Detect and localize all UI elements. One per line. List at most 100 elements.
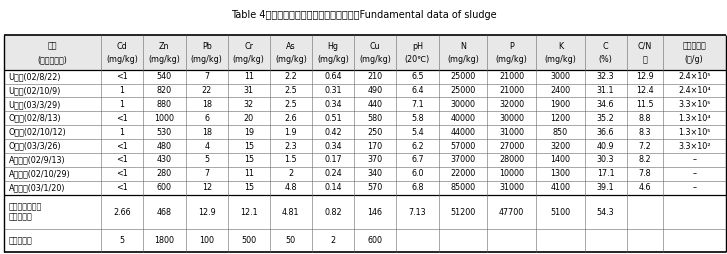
Text: 0.34: 0.34: [324, 141, 342, 151]
Text: 280: 280: [157, 169, 172, 178]
Text: 600: 600: [367, 236, 382, 245]
Text: 35.2: 35.2: [597, 114, 614, 123]
Text: 36.6: 36.6: [597, 128, 614, 137]
Text: 12.4: 12.4: [636, 86, 654, 95]
Text: –: –: [692, 183, 696, 192]
Text: 1: 1: [119, 100, 124, 109]
Text: 比: 比: [643, 55, 647, 65]
Text: 0.14: 0.14: [324, 183, 342, 192]
Text: As: As: [286, 42, 296, 51]
Text: 57000: 57000: [451, 141, 475, 151]
Text: <1: <1: [116, 114, 128, 123]
Text: 540: 540: [157, 72, 172, 81]
Text: (mg/kg): (mg/kg): [233, 55, 265, 65]
Text: Pb: Pb: [202, 42, 212, 51]
Text: 12.9: 12.9: [636, 72, 654, 81]
Text: (mg/kg): (mg/kg): [148, 55, 180, 65]
Text: <1: <1: [116, 155, 128, 165]
Text: 1200: 1200: [550, 114, 571, 123]
Text: 500: 500: [241, 236, 257, 245]
Text: 12.9: 12.9: [198, 208, 216, 217]
Text: 430: 430: [157, 155, 172, 165]
Text: 39.1: 39.1: [597, 183, 614, 192]
Text: 25000: 25000: [451, 72, 475, 81]
Text: 480: 480: [157, 141, 172, 151]
Text: (mg/kg): (mg/kg): [317, 55, 349, 65]
Text: Hg: Hg: [327, 42, 338, 51]
Text: 6.2: 6.2: [411, 141, 424, 151]
Text: O施設(02/10/12): O施設(02/10/12): [9, 128, 66, 137]
Text: 19: 19: [244, 128, 254, 137]
Text: 15: 15: [244, 141, 254, 151]
Text: 2.66: 2.66: [113, 208, 131, 217]
Text: 31: 31: [244, 86, 254, 95]
Text: 5.8: 5.8: [411, 114, 424, 123]
Text: 22: 22: [201, 86, 212, 95]
Text: <1: <1: [116, 183, 128, 192]
Text: 250: 250: [367, 128, 382, 137]
Text: 32: 32: [244, 100, 254, 109]
Text: 490: 490: [367, 86, 382, 95]
Text: A施設　(03/1/20): A施設 (03/1/20): [9, 183, 65, 192]
Text: 570: 570: [367, 183, 382, 192]
Text: 施設: 施設: [47, 42, 57, 51]
Text: 4.81: 4.81: [282, 208, 300, 217]
Text: (個/g): (個/g): [685, 55, 704, 65]
Text: 11.5: 11.5: [636, 100, 654, 109]
Text: Table 4　実験に用いた汚泥の基礎データ　Fundamental data of sludge: Table 4 実験に用いた汚泥の基礎データ Fundamental data …: [230, 10, 497, 20]
Text: 18: 18: [202, 100, 212, 109]
Text: 100: 100: [199, 236, 214, 245]
Text: Cu: Cu: [369, 42, 380, 51]
Text: 5.4: 5.4: [411, 128, 424, 137]
Text: <1: <1: [116, 72, 128, 81]
Text: 1.3×10⁴: 1.3×10⁴: [678, 114, 710, 123]
Text: U施設(03/3/29): U施設(03/3/29): [9, 100, 61, 109]
Text: 1.3×10⁵: 1.3×10⁵: [678, 128, 710, 137]
Text: 340: 340: [367, 169, 382, 178]
Text: 28000: 28000: [499, 155, 524, 165]
Text: 440: 440: [367, 100, 382, 109]
Text: 4: 4: [204, 141, 209, 151]
Text: U施設(02/10/9): U施設(02/10/9): [9, 86, 61, 95]
Text: pH: pH: [411, 42, 423, 51]
Text: 600: 600: [157, 183, 172, 192]
Text: (%): (%): [599, 55, 613, 65]
Text: 2.3: 2.3: [284, 141, 297, 151]
Text: 27000: 27000: [499, 141, 524, 151]
Text: 4100: 4100: [550, 183, 570, 192]
Text: 2.2: 2.2: [284, 72, 297, 81]
Text: 44000: 44000: [451, 128, 475, 137]
Text: 2.4×10⁵: 2.4×10⁵: [678, 72, 710, 81]
Text: 12: 12: [201, 183, 212, 192]
Text: 18: 18: [202, 128, 212, 137]
Text: 1400: 1400: [550, 155, 570, 165]
Text: 0.64: 0.64: [324, 72, 342, 81]
Text: 32000: 32000: [499, 100, 524, 109]
Text: 6.8: 6.8: [411, 183, 424, 192]
Text: 0.82: 0.82: [324, 208, 342, 217]
Text: 下水処理汚泥の
全国平均値: 下水処理汚泥の 全国平均値: [9, 202, 41, 222]
Text: 20: 20: [244, 114, 254, 123]
Text: 8.3: 8.3: [638, 128, 651, 137]
Text: 30000: 30000: [451, 100, 475, 109]
Text: (mg/kg): (mg/kg): [191, 55, 222, 65]
Text: 1800: 1800: [154, 236, 174, 245]
Text: 31000: 31000: [499, 128, 524, 137]
Text: 40.9: 40.9: [597, 141, 614, 151]
Text: 10000: 10000: [499, 169, 524, 178]
Text: 1900: 1900: [550, 100, 571, 109]
Text: 4.8: 4.8: [284, 183, 297, 192]
Text: 8.2: 8.2: [638, 155, 651, 165]
Text: C: C: [603, 42, 608, 51]
Text: 22000: 22000: [451, 169, 475, 178]
Text: 2.5: 2.5: [284, 86, 297, 95]
Text: O施設(03/3/26): O施設(03/3/26): [9, 141, 61, 151]
Text: (mg/kg): (mg/kg): [106, 55, 138, 65]
Text: (20℃): (20℃): [405, 55, 430, 65]
Text: U施設(02/8/22): U施設(02/8/22): [9, 72, 61, 81]
Text: 1: 1: [119, 86, 124, 95]
Text: 2.5: 2.5: [284, 100, 297, 109]
Text: 30.3: 30.3: [597, 155, 614, 165]
Text: 47700: 47700: [499, 208, 524, 217]
Text: 11: 11: [244, 169, 254, 178]
